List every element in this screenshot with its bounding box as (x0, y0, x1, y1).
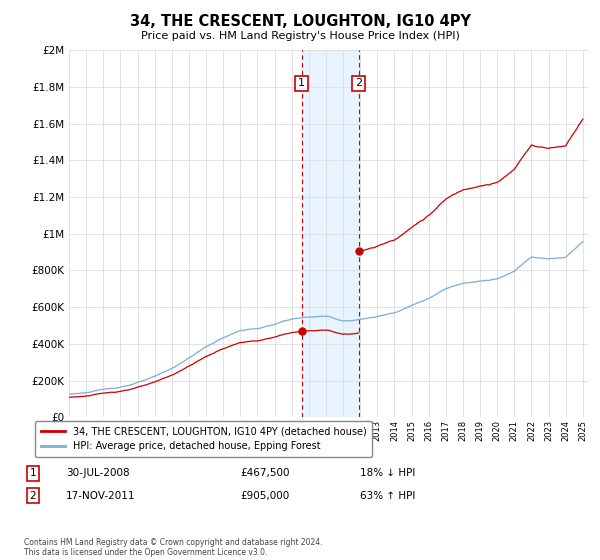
Text: 18% ↓ HPI: 18% ↓ HPI (360, 468, 415, 478)
Text: 1: 1 (29, 468, 37, 478)
Text: Price paid vs. HM Land Registry's House Price Index (HPI): Price paid vs. HM Land Registry's House … (140, 31, 460, 41)
Text: 63% ↑ HPI: 63% ↑ HPI (360, 491, 415, 501)
Text: £467,500: £467,500 (240, 468, 290, 478)
Bar (302, 50, 359, 417)
Text: £905,000: £905,000 (240, 491, 289, 501)
Text: 2: 2 (29, 491, 37, 501)
Text: 17-NOV-2011: 17-NOV-2011 (66, 491, 136, 501)
Legend: 34, THE CRESCENT, LOUGHTON, IG10 4PY (detached house), HPI: Average price, detac: 34, THE CRESCENT, LOUGHTON, IG10 4PY (de… (35, 421, 373, 457)
Text: Contains HM Land Registry data © Crown copyright and database right 2024.
This d: Contains HM Land Registry data © Crown c… (24, 538, 323, 557)
Text: 30-JUL-2008: 30-JUL-2008 (66, 468, 130, 478)
Text: 2: 2 (355, 78, 362, 88)
Text: 34, THE CRESCENT, LOUGHTON, IG10 4PY: 34, THE CRESCENT, LOUGHTON, IG10 4PY (130, 14, 470, 29)
Text: 1: 1 (298, 78, 305, 88)
